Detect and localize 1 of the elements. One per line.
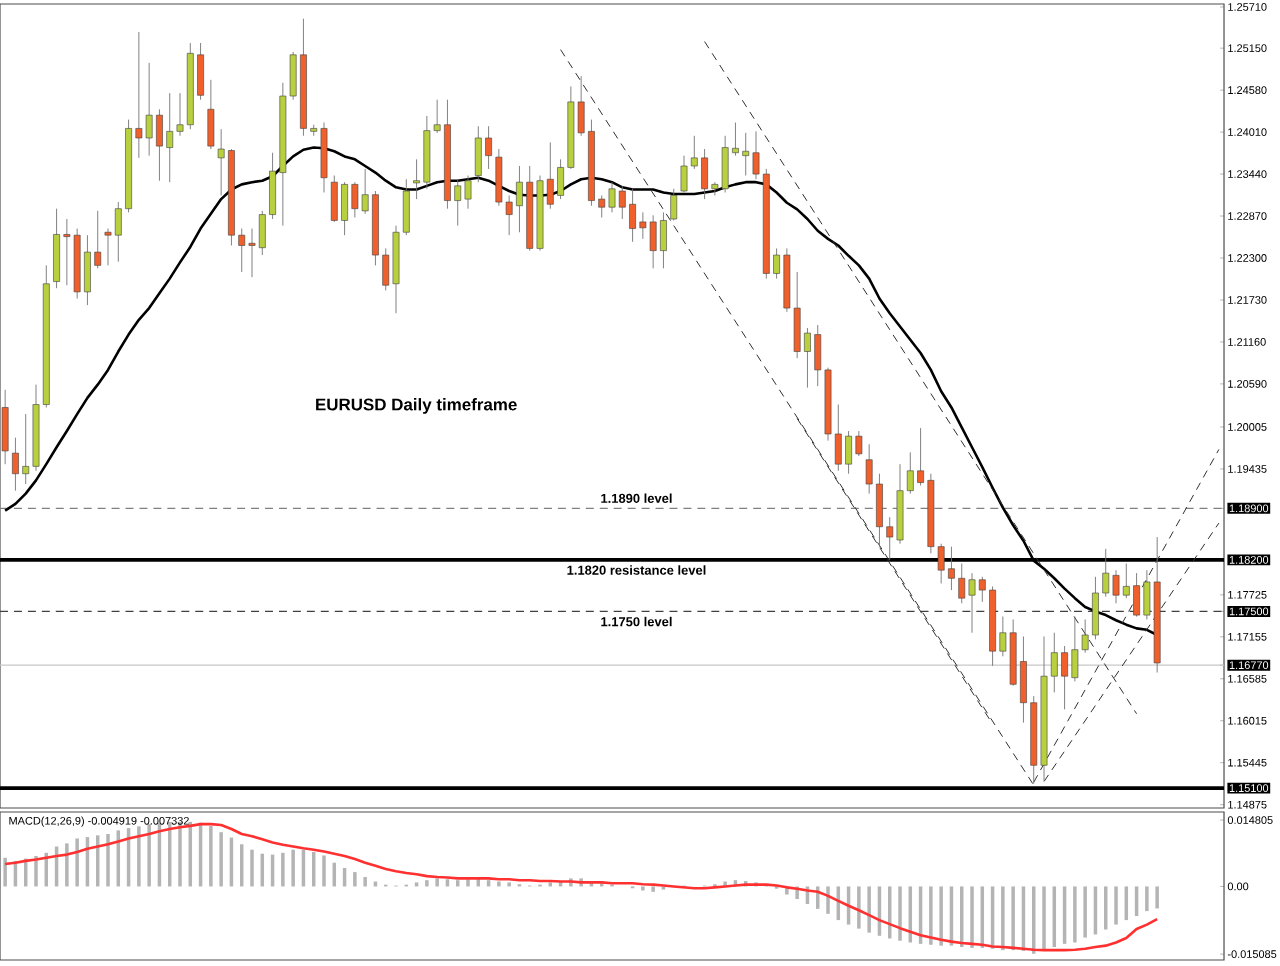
annotation: EURUSD Daily timeframe — [316, 398, 517, 414]
